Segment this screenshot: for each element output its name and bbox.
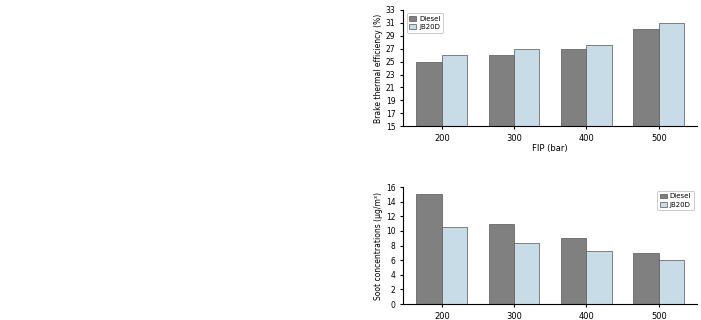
Bar (587, 252, 612, 304)
Bar (659, 260, 684, 304)
Bar (659, 23, 684, 224)
Bar (634, 253, 659, 304)
Bar (561, 238, 587, 304)
Bar (489, 224, 514, 304)
Bar (416, 195, 442, 304)
Y-axis label: Soot concentrations (μg/m³): Soot concentrations (μg/m³) (374, 192, 383, 300)
Bar (561, 49, 587, 224)
Bar (442, 55, 467, 224)
Bar (489, 55, 514, 224)
Bar (442, 227, 467, 304)
X-axis label: FIP (bar): FIP (bar) (533, 144, 568, 154)
Bar (514, 49, 540, 224)
Legend: Diesel, JB20D: Diesel, JB20D (407, 13, 443, 33)
Y-axis label: Brake thermal efficiency (%): Brake thermal efficiency (%) (374, 13, 383, 123)
Legend: Diesel, JB20D: Diesel, JB20D (658, 191, 694, 210)
Bar (514, 244, 540, 304)
Bar (416, 61, 442, 224)
Bar (634, 29, 659, 224)
Bar (587, 45, 612, 224)
